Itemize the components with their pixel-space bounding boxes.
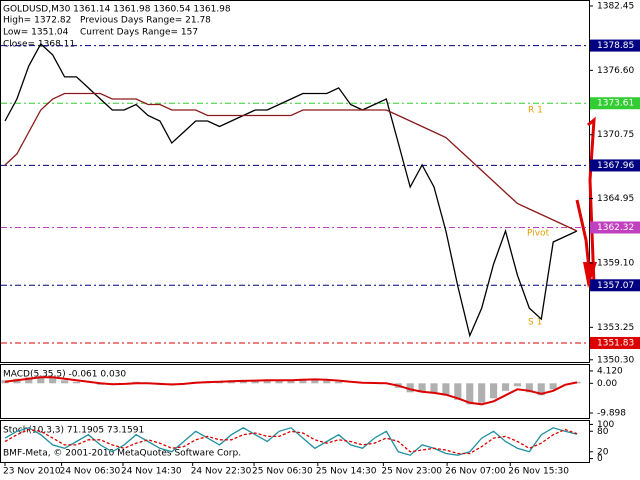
y-tick-label: 1353.25 [597, 323, 634, 333]
y-tick-label: 0.00 [597, 379, 617, 389]
macd-bar [61, 380, 69, 384]
macd-bar [537, 383, 545, 396]
y-tick-label: 1382.45 [597, 1, 634, 11]
y-tick-label: 1370.75 [597, 130, 634, 140]
y-tick-label: 0 [597, 454, 603, 464]
macd-bar [442, 383, 450, 396]
x-tick-label: 26 Nov 07:00 [445, 467, 506, 477]
arrow-head [583, 262, 597, 288]
macd-bar [251, 380, 259, 384]
annotation: S 1 [528, 318, 542, 328]
macd-bar [323, 380, 331, 384]
level-label: 1373.61 [597, 99, 634, 109]
macd-bar [406, 383, 414, 393]
y-tick-label: 1376.60 [597, 66, 634, 76]
y-tick-label: 4.120 [597, 366, 623, 376]
macd-title: MACD(5,35,5) -0.061 0.030 [3, 370, 126, 380]
macd-bar [72, 381, 81, 384]
level-label: 1362.32 [597, 223, 634, 233]
y-tick-label: 1350.30 [597, 355, 634, 365]
macd-bar [49, 377, 57, 384]
macd-bar [25, 377, 33, 384]
header-line: Low= 1351.04 [3, 28, 69, 38]
header-line: Previous Days Range= 21.78 [80, 16, 211, 26]
macd-bar [418, 383, 426, 393]
level-label-bg [590, 279, 640, 292]
y-tick-label: 80 [597, 427, 609, 437]
macd-bar [299, 378, 307, 384]
x-tick-label: 23 Nov 2010 [3, 467, 61, 477]
macd-bar [501, 383, 510, 391]
level-label-bg [590, 221, 640, 234]
header-line: Close= 1368.11 [3, 40, 75, 50]
x-tick-label: 24 Nov 14:30 [121, 467, 182, 477]
stoch-panel [0, 420, 590, 463]
price-panel [0, 0, 590, 363]
macd-bar [430, 383, 438, 393]
level-label: 1367.96 [597, 161, 634, 171]
y-tick-label: 20 [597, 447, 609, 457]
y-tick-label: 100 [597, 420, 614, 430]
macd-bar [37, 375, 45, 384]
macd-bar [466, 383, 474, 405]
macd-panel [0, 364, 590, 419]
y-tick-label: 1364.95 [597, 194, 634, 204]
stoch-title: Stoch(10,3,3) 71.1905 73.1591 [3, 426, 144, 436]
level-label-bg [590, 97, 640, 110]
macd-bar [454, 383, 462, 400]
level-label: 1351.83 [597, 338, 634, 348]
macd-bar [311, 378, 319, 384]
level-label-bg [590, 336, 640, 349]
level-label-bg [590, 159, 640, 172]
series-line [4, 428, 578, 455]
header-line: GOLDUSD,M30 1361.14 1361.98 1360.54 1361… [3, 5, 231, 15]
x-tick-label: 26 Nov 15:30 [508, 467, 569, 477]
footer: BMF-Meta, © 2001-2010 MetaQuotes Softwar… [3, 449, 241, 459]
x-tick-label: 24 Nov 06:30 [60, 467, 121, 477]
level-label: 1378.85 [597, 41, 634, 51]
y-tick-label: -9.898 [597, 408, 626, 418]
annotation: Pivot [527, 229, 550, 239]
header-line: Current Days Range= 157 [80, 28, 198, 38]
x-tick-label: 24 Nov 22:30 [191, 467, 252, 477]
macd-bar [513, 383, 521, 387]
macd-bar [275, 380, 283, 384]
macd-bar [263, 380, 271, 384]
series-line [4, 42, 578, 338]
macd-bar [549, 383, 557, 390]
x-tick-label: 25 Nov 14:30 [316, 467, 377, 477]
x-tick-label: 25 Nov 23:00 [381, 467, 442, 477]
series-line [4, 427, 578, 456]
macd-bar [490, 383, 498, 399]
x-tick-label: 25 Nov 06:30 [252, 467, 313, 477]
level-label: 1357.07 [597, 281, 634, 291]
header-line: High= 1372.82 [3, 16, 71, 26]
level-label-bg [590, 39, 640, 52]
annotation: R 1 [528, 106, 543, 116]
y-tick-label: 1359.10 [597, 258, 634, 268]
macd-bar [287, 380, 295, 384]
macd-bar [525, 383, 533, 393]
series-line [4, 92, 578, 232]
macd-bar [478, 383, 486, 403]
series-line [4, 376, 578, 406]
macd-bar [335, 381, 343, 384]
